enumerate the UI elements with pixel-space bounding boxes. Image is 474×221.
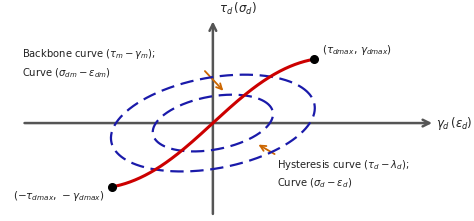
Text: $(\tau_{dmax},\,\gamma_{dmax})$: $(\tau_{dmax},\,\gamma_{dmax})$: [321, 43, 392, 57]
Text: $(-\tau_{dmax},\,-\gamma_{dmax})$: $(-\tau_{dmax},\,-\gamma_{dmax})$: [13, 189, 104, 203]
Text: $\tau_d\,(\sigma_d)$: $\tau_d\,(\sigma_d)$: [219, 1, 257, 17]
Text: $\gamma_d\,(\varepsilon_d)$: $\gamma_d\,(\varepsilon_d)$: [436, 114, 473, 131]
Text: Backbone curve $(\tau_m - \gamma_m)$;
Curve $(\sigma_{dm} - \varepsilon_{dm})$: Backbone curve $(\tau_m - \gamma_m)$; Cu…: [22, 48, 156, 80]
Text: Hysteresis curve $(\tau_d - \lambda_d)$;
Curve $(\sigma_d - \varepsilon_d)$: Hysteresis curve $(\tau_d - \lambda_d)$;…: [277, 158, 409, 190]
